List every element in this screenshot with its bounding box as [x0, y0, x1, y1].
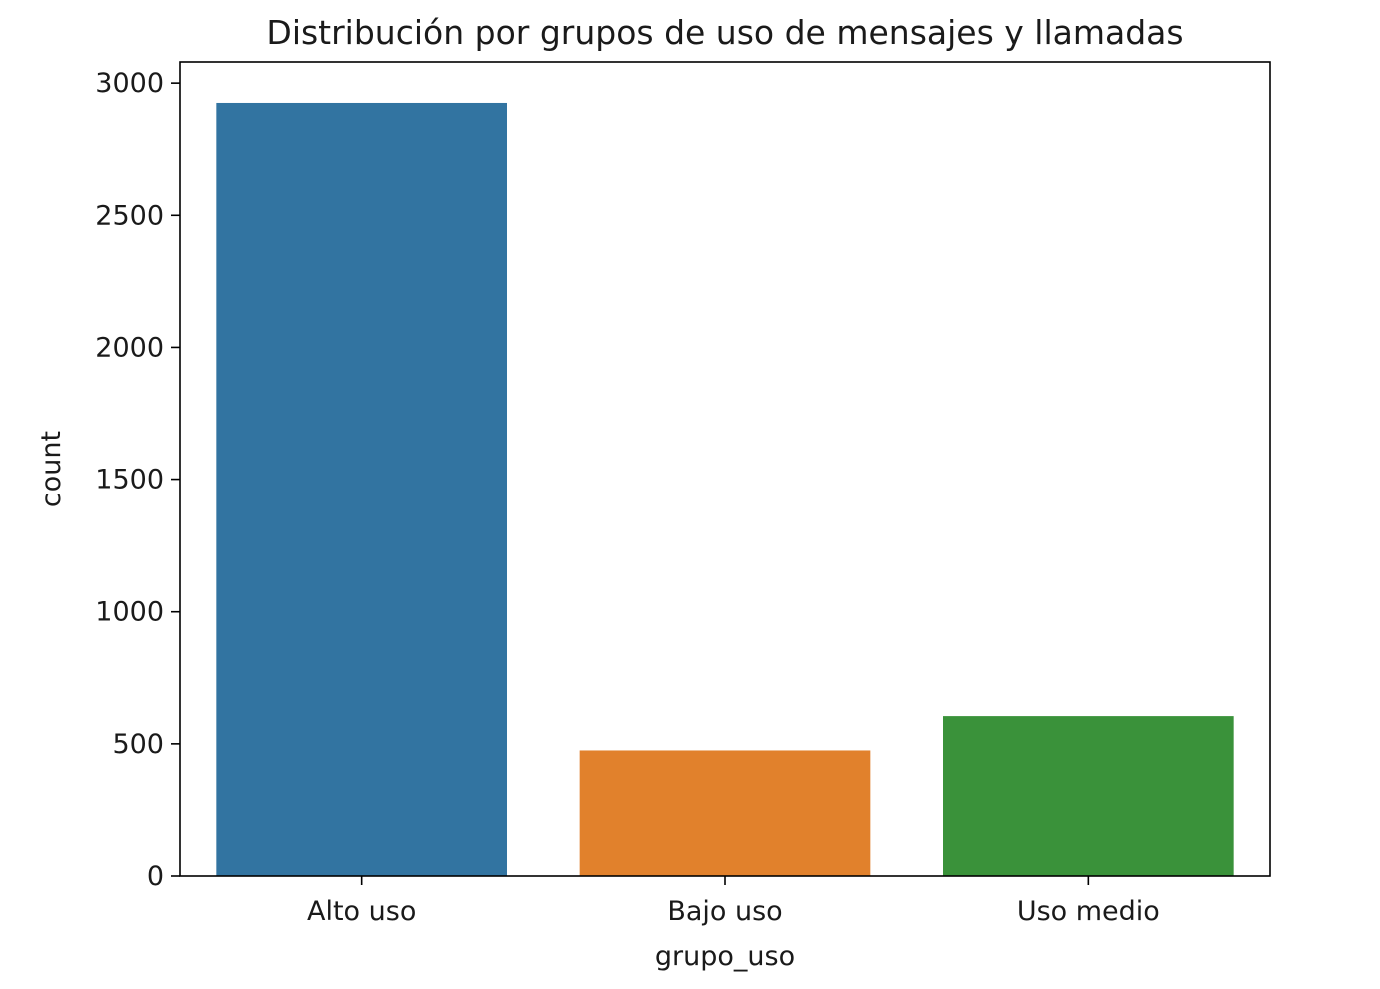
plot-frame: [179, 61, 1271, 877]
y-tick-label: 500: [112, 729, 164, 760]
x-tick-label: Uso medio: [1017, 896, 1160, 927]
y-tick-label: 1000: [95, 597, 164, 628]
x-axis-ticks: Alto uso Bajo uso Uso medio: [307, 876, 1160, 927]
y-tick-label: 2000: [95, 332, 164, 363]
x-tick-label: Bajo uso: [667, 896, 782, 927]
y-axis-ticks: 0 500 1000 1500 2000 2500 3000: [95, 68, 180, 892]
x-tick-label: Alto uso: [307, 896, 416, 927]
x-axis-label: grupo_uso: [655, 941, 795, 972]
bars-group: [216, 102, 1234, 876]
bar-alto-uso: [216, 102, 508, 876]
bar-bajo-uso: [579, 750, 871, 876]
y-tick-label: 1500: [95, 465, 164, 496]
y-tick-label: 2500: [95, 200, 164, 231]
y-axis-label: count: [36, 431, 67, 507]
chart-title: Distribución por grupos de uso de mensaj…: [266, 13, 1183, 52]
y-tick-label: 3000: [95, 68, 164, 99]
bar-uso-medio: [943, 716, 1234, 876]
y-tick-label: 0: [147, 861, 164, 892]
